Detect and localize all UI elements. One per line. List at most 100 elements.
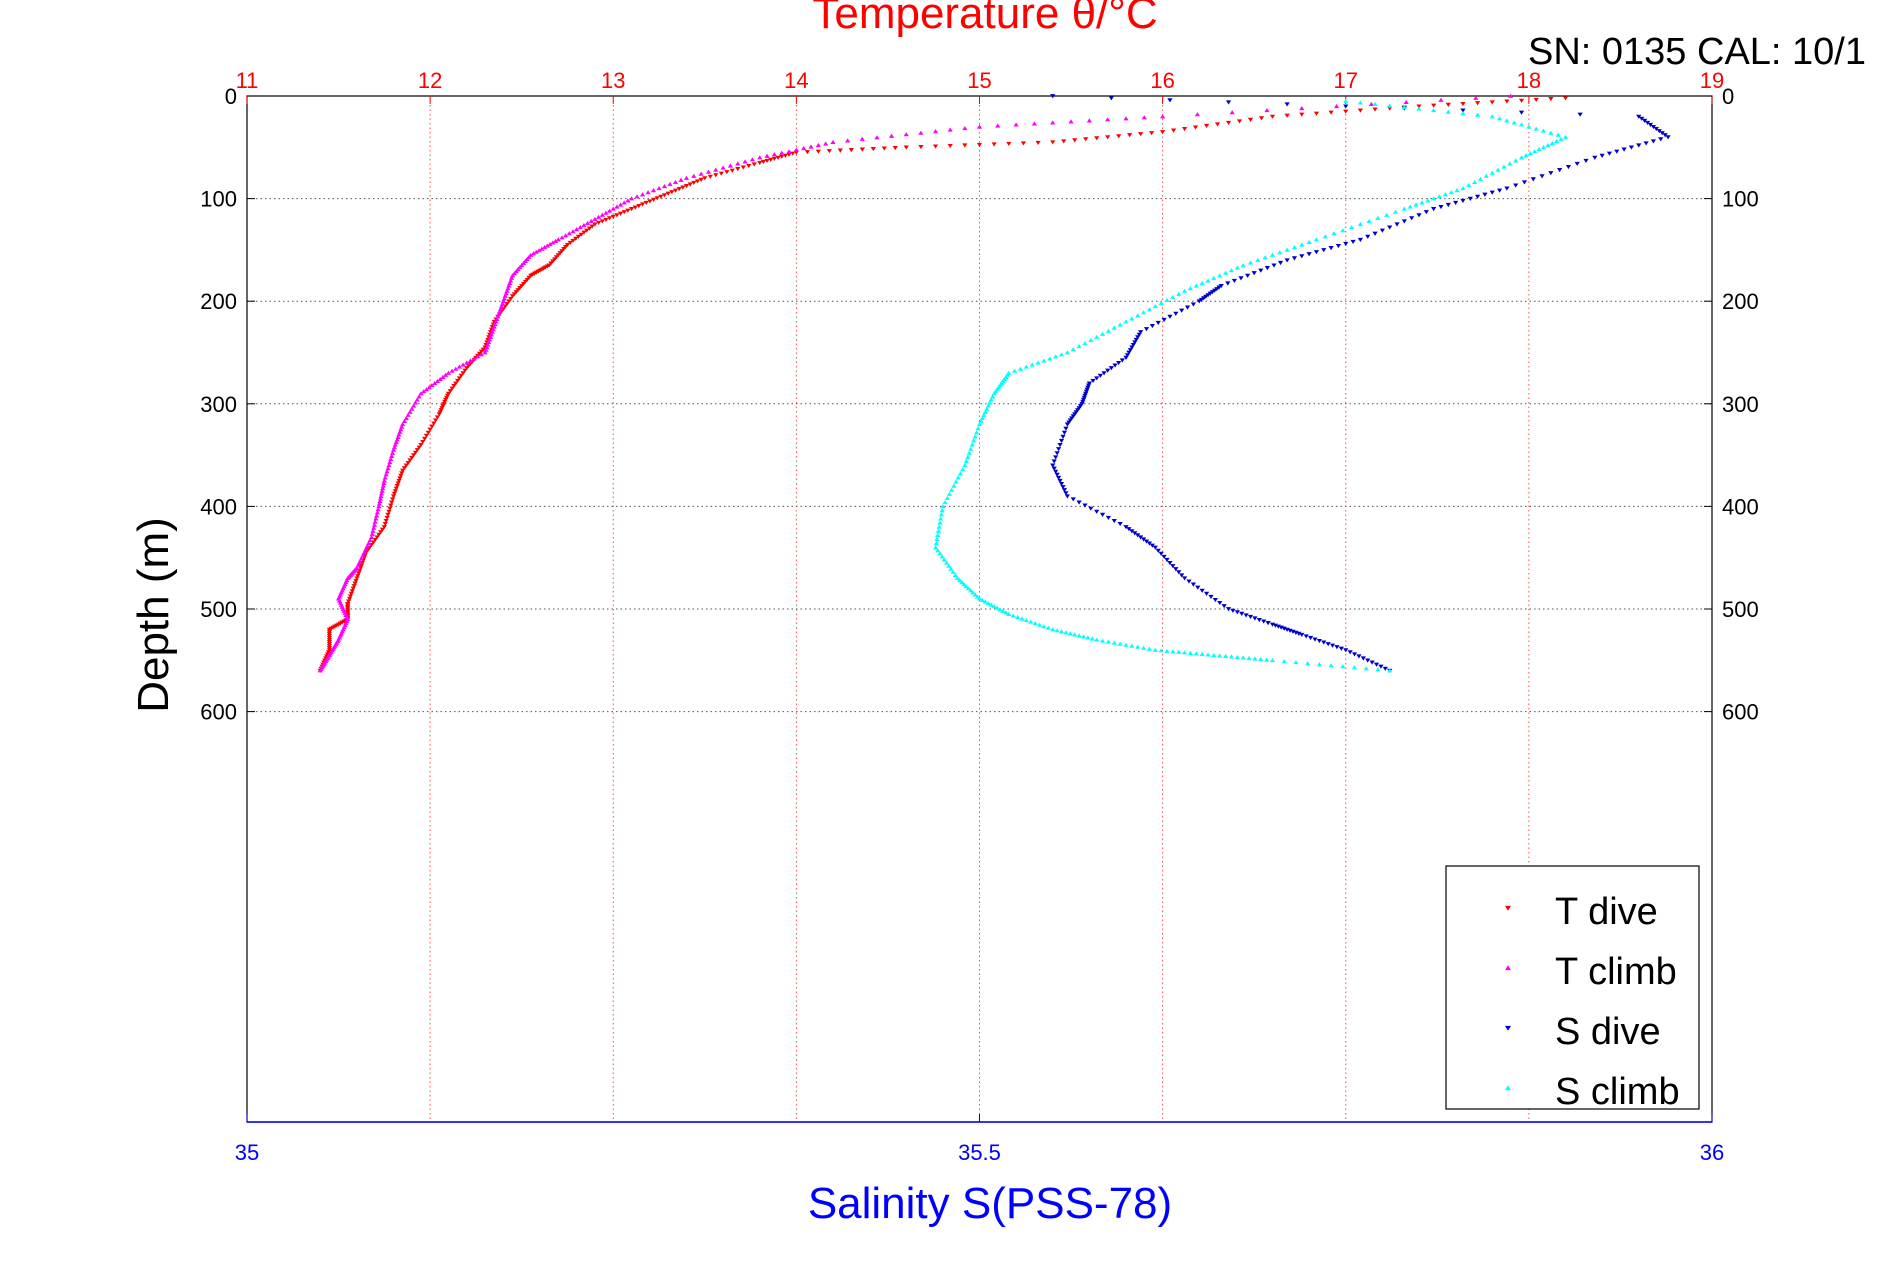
data-point bbox=[1284, 102, 1290, 107]
right-tick-label: 200 bbox=[1722, 289, 1759, 314]
data-point bbox=[625, 208, 631, 213]
data-point bbox=[575, 234, 582, 239]
data-point bbox=[1190, 302, 1196, 307]
left-tick-label: 400 bbox=[200, 494, 237, 519]
data-point bbox=[1644, 120, 1651, 126]
data-point bbox=[352, 581, 358, 586]
data-point bbox=[1401, 104, 1407, 110]
data-point bbox=[348, 591, 354, 596]
data-point bbox=[1152, 647, 1158, 652]
data-point bbox=[1063, 426, 1069, 431]
data-point bbox=[1496, 188, 1503, 193]
data-point bbox=[661, 193, 668, 198]
data-point bbox=[1032, 621, 1038, 626]
data-point bbox=[555, 237, 561, 242]
legend-marker bbox=[1505, 1085, 1511, 1091]
data-point bbox=[1173, 567, 1179, 572]
data-point bbox=[779, 150, 785, 155]
data-point bbox=[487, 337, 493, 342]
data-point bbox=[1372, 101, 1378, 107]
data-point bbox=[1518, 155, 1525, 160]
data-point bbox=[464, 366, 470, 371]
data-point bbox=[1126, 527, 1132, 532]
data-point bbox=[1258, 656, 1264, 662]
data-point bbox=[374, 513, 380, 518]
data-point bbox=[990, 394, 996, 399]
data-point bbox=[936, 524, 942, 529]
data-point bbox=[939, 508, 945, 513]
data-point bbox=[456, 376, 463, 381]
bottom-tick-label: 35.5 bbox=[958, 1140, 1001, 1165]
data-point bbox=[1164, 648, 1170, 653]
data-point bbox=[347, 594, 354, 599]
top-tick-label: 16 bbox=[1150, 68, 1174, 93]
data-point bbox=[407, 409, 413, 414]
data-point bbox=[1322, 234, 1328, 239]
data-point bbox=[1532, 149, 1538, 154]
data-point bbox=[426, 385, 432, 390]
data-point bbox=[396, 478, 402, 484]
bottom-tick-label: 36 bbox=[1700, 1140, 1724, 1165]
data-point bbox=[955, 475, 961, 480]
data-point bbox=[1284, 247, 1290, 252]
right-tick-label: 100 bbox=[1722, 187, 1759, 212]
data-point bbox=[1313, 111, 1320, 116]
data-point bbox=[1108, 96, 1114, 101]
data-point bbox=[1035, 360, 1041, 365]
data-point bbox=[1126, 350, 1132, 355]
data-point bbox=[1321, 640, 1327, 645]
data-point bbox=[355, 562, 361, 567]
data-point bbox=[979, 415, 986, 420]
data-point bbox=[1416, 106, 1422, 111]
data-point bbox=[1129, 316, 1135, 321]
data-point bbox=[973, 430, 980, 435]
data-point bbox=[1562, 134, 1569, 139]
legend-box bbox=[1445, 865, 1700, 1110]
data-point bbox=[687, 182, 693, 187]
data-point bbox=[1639, 116, 1645, 121]
data-point bbox=[454, 378, 461, 384]
data-point bbox=[384, 469, 390, 474]
data-point bbox=[1387, 225, 1393, 230]
data-point bbox=[390, 447, 397, 452]
data-point bbox=[628, 207, 635, 212]
data-point bbox=[384, 515, 390, 521]
data-point bbox=[1251, 271, 1257, 276]
data-point bbox=[496, 311, 502, 316]
data-point bbox=[382, 522, 388, 527]
data-point bbox=[354, 576, 360, 581]
data-point bbox=[552, 238, 559, 243]
data-point bbox=[460, 371, 466, 376]
data-point bbox=[1208, 594, 1214, 600]
data-point bbox=[1105, 515, 1112, 521]
data-point bbox=[437, 376, 443, 381]
data-point bbox=[1523, 153, 1529, 158]
data-point bbox=[451, 384, 457, 389]
data-point bbox=[374, 510, 380, 515]
data-point bbox=[1368, 101, 1374, 107]
data-point bbox=[547, 241, 553, 247]
data-point bbox=[683, 175, 690, 180]
left-tick-label: 600 bbox=[200, 700, 237, 725]
data-point bbox=[370, 528, 376, 533]
data-point bbox=[1328, 663, 1334, 668]
data-point bbox=[606, 208, 613, 213]
data-point bbox=[358, 563, 365, 568]
data-point bbox=[610, 214, 616, 219]
data-point bbox=[1653, 127, 1659, 132]
data-point bbox=[400, 468, 406, 473]
data-point bbox=[1239, 611, 1245, 616]
data-point bbox=[1343, 648, 1349, 653]
data-point bbox=[490, 327, 496, 332]
data-point bbox=[1234, 654, 1240, 660]
data-point bbox=[1057, 478, 1063, 484]
data-point bbox=[1372, 231, 1378, 236]
data-point bbox=[1240, 262, 1246, 268]
data-point bbox=[388, 503, 394, 508]
data-point bbox=[505, 286, 511, 291]
data-point bbox=[1375, 215, 1381, 220]
data-point bbox=[387, 506, 393, 511]
data-point bbox=[530, 251, 537, 256]
data-point bbox=[420, 439, 426, 445]
data-point bbox=[1650, 124, 1656, 130]
